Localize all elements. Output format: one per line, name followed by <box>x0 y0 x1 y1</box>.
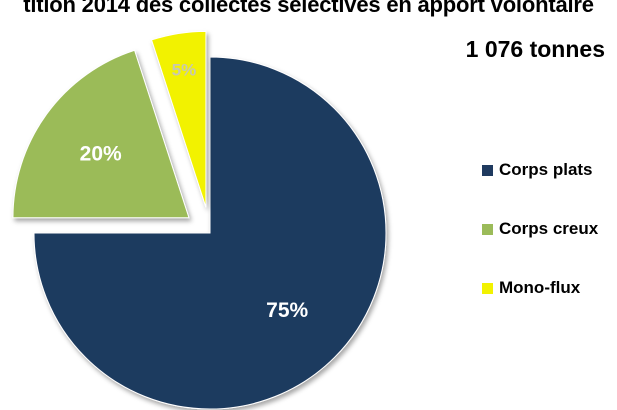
legend-label-mono-flux: Mono-flux <box>499 278 581 297</box>
legend-label-corps-creux: Corps creux <box>499 219 599 238</box>
pie-label-corps-plats: 75% <box>266 299 308 322</box>
legend-swatch-mono-flux <box>482 282 493 294</box>
pie-slice-corps-plats <box>33 56 387 410</box>
legend-swatch-corps-creux <box>482 223 493 235</box>
pie-slice-mono-flux <box>150 30 207 208</box>
legend-item-corps-plats: Corps plats <box>482 160 598 180</box>
pie-label-mono-flux: 5% <box>172 60 197 79</box>
legend-item-mono-flux: Mono-flux <box>482 278 598 298</box>
pie-slice-corps-creux <box>12 49 190 219</box>
legend-swatch-corps-plats <box>482 164 493 176</box>
pie-label-corps-creux: 20% <box>80 143 122 166</box>
legend-item-corps-creux: Corps creux <box>482 219 598 239</box>
legend: Corps plats Corps creux Mono-flux <box>482 160 598 337</box>
chart-subtitle-total: 1 076 tonnes <box>465 36 605 62</box>
legend-label-corps-plats: Corps plats <box>499 160 593 179</box>
chart-title: tition 2014 des collectes sélectives en … <box>23 0 594 17</box>
